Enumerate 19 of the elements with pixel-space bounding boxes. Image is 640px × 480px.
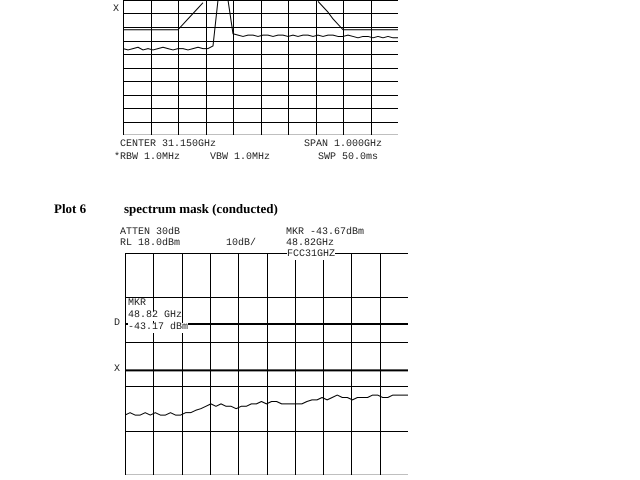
text: 10dB/ [226,238,256,249]
ref-line-label: X [114,364,120,376]
text: X [113,4,120,15]
text: 48.82GHz [286,238,334,249]
text: CENTER 31.150GHz [120,139,216,150]
text: SPAN 1.000GHz [304,139,382,150]
text: 48.82 GHz [128,310,182,321]
text: Plot 6 [54,201,86,216]
text: RL 18.0dBm [120,238,180,249]
text: MKR -43.67dBm [286,227,364,238]
text: MKR [128,298,146,309]
text: -43.17 dBm [128,322,188,333]
chart-title: spectrum mask (conducted) [124,201,278,216]
text: SWP 50.0ms [318,152,378,163]
text: *RBW 1.0MHz [114,152,180,163]
text: ATTEN 30dB [120,227,180,238]
text: FCC31GHZ [287,249,336,260]
text: VBW 1.0MHz [210,152,270,163]
ref-line-label: D [114,318,120,329]
